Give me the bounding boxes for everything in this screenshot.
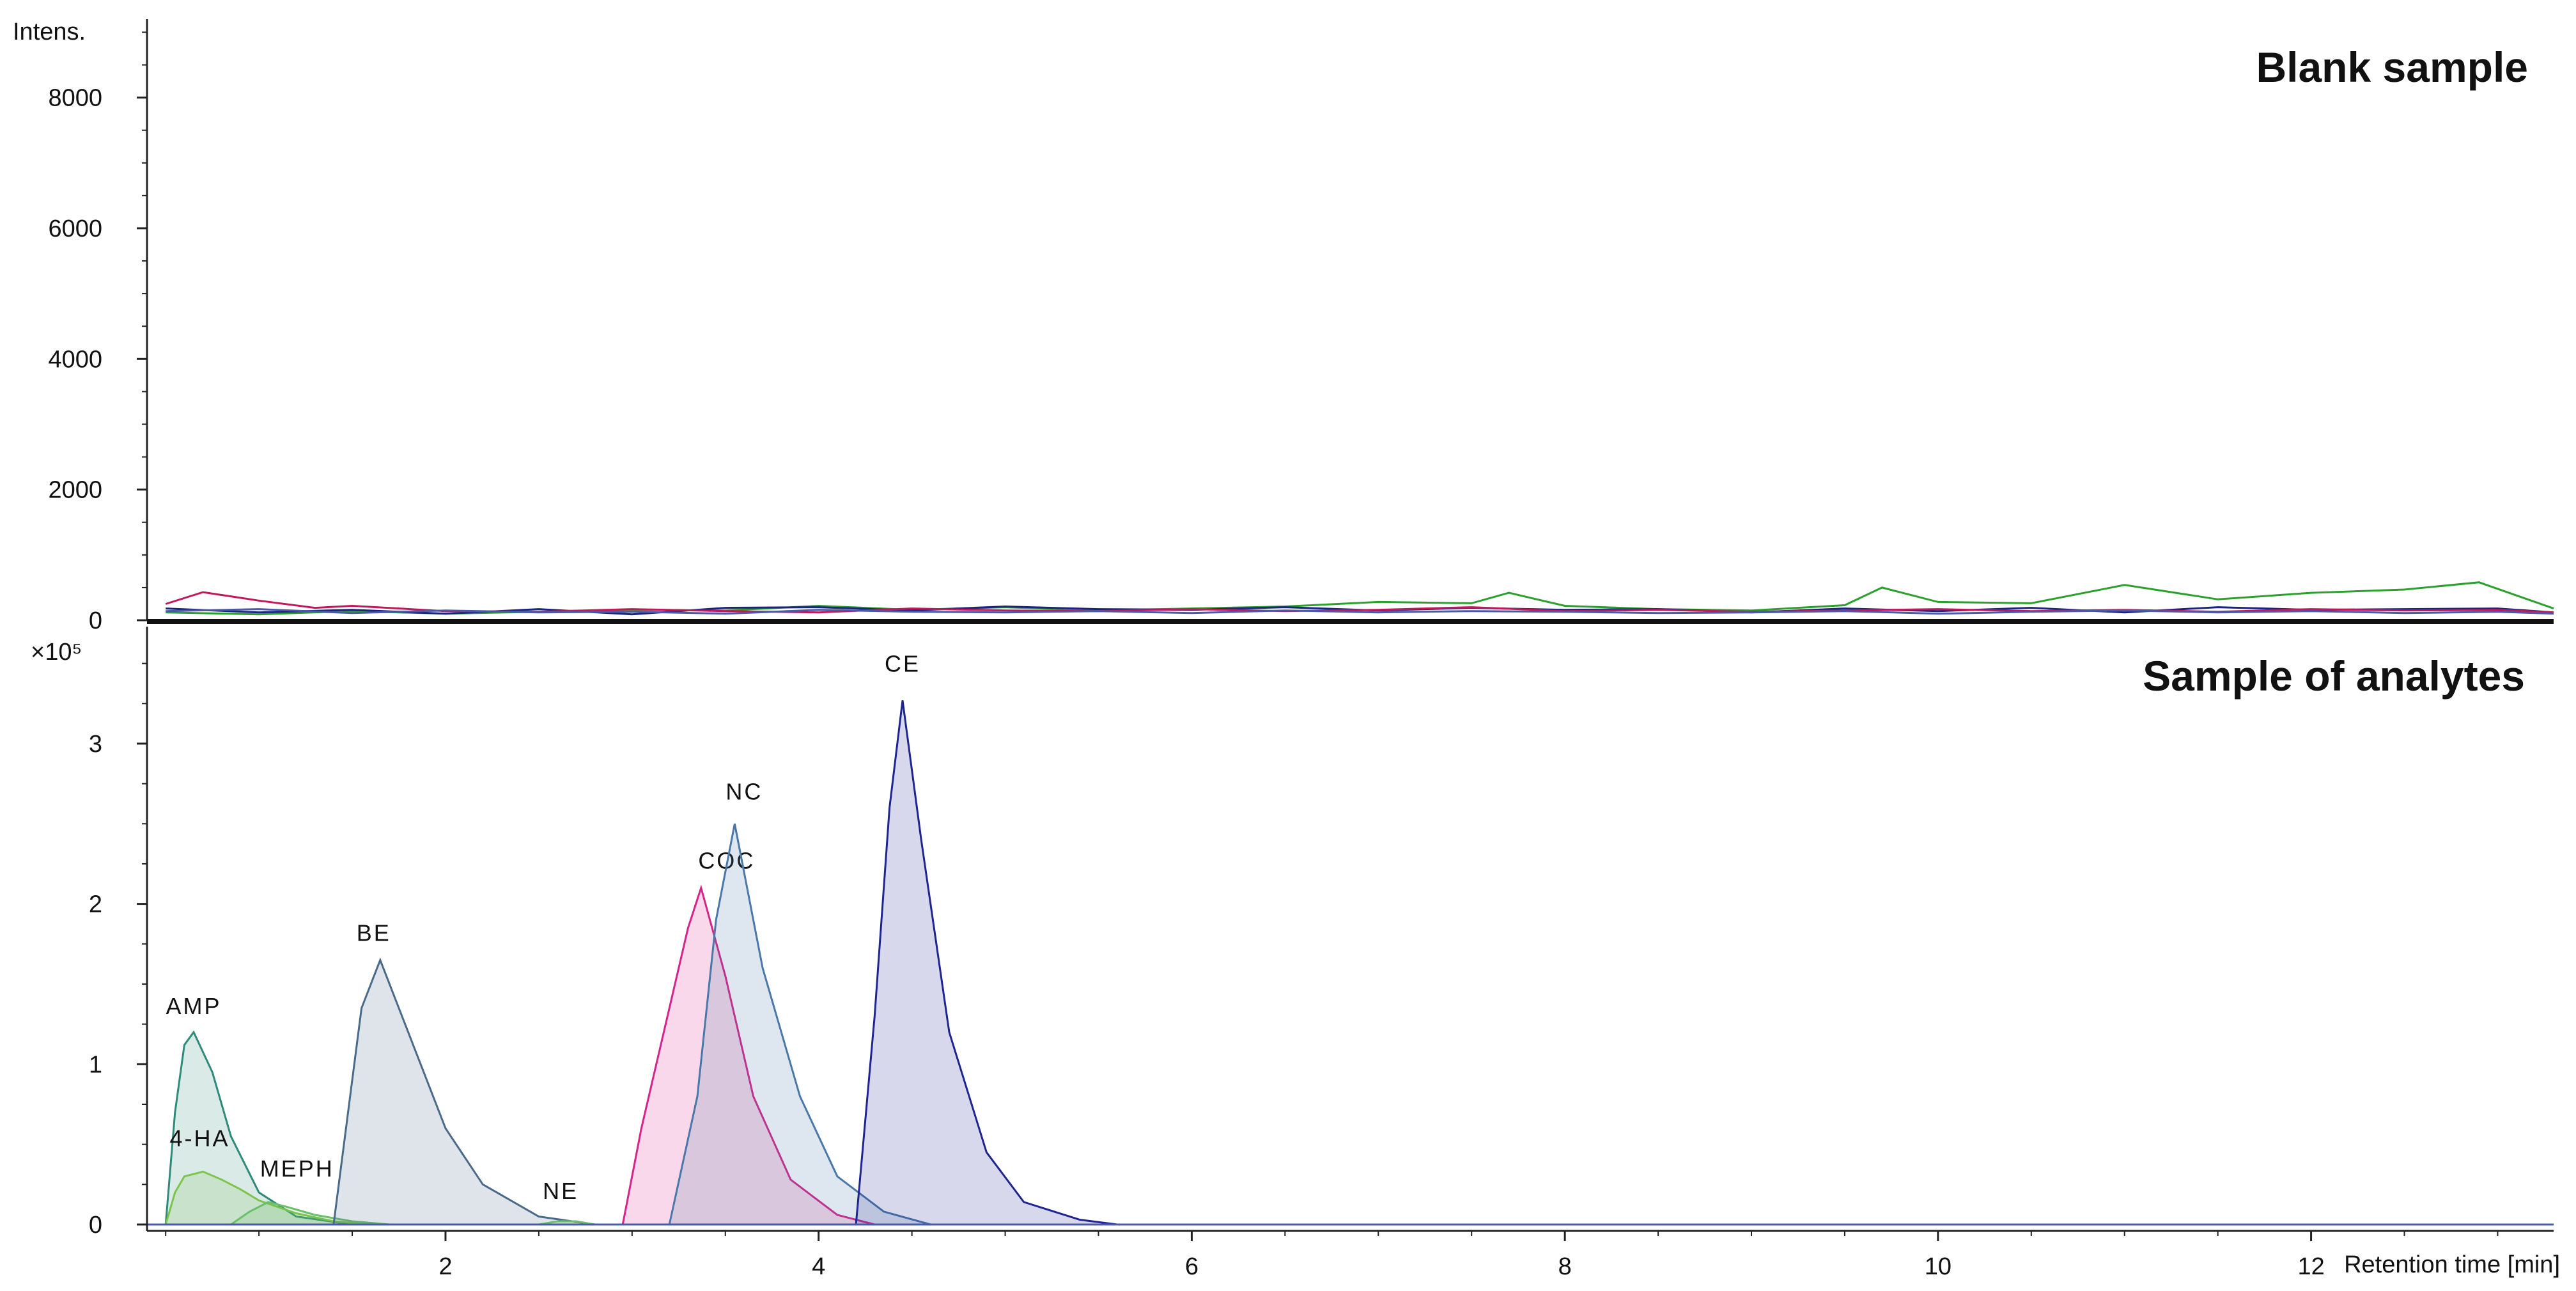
- peak-nc: [668, 824, 931, 1226]
- peak-label-be: BE: [357, 919, 391, 946]
- peak-label-ce: CE: [885, 650, 920, 677]
- peak-ce: [855, 700, 1117, 1226]
- x-tick-label: 10: [1925, 1253, 1951, 1280]
- x-tick-label: 12: [2297, 1253, 2324, 1280]
- x-tick-label: 4: [812, 1253, 825, 1280]
- bottom-y-axis-label: ×10⁵: [31, 639, 82, 666]
- bottom-y-tick-label: 1: [89, 1051, 102, 1078]
- top-y-tick-label: 4000: [48, 346, 102, 373]
- peak-label-meph: MEPH: [260, 1155, 334, 1182]
- top-y-tick-label: 6000: [48, 215, 102, 242]
- top-y-tick-label: 0: [89, 607, 102, 634]
- peak-label-amp: AMP: [166, 993, 221, 1019]
- top-panel-title: Blank sample: [2256, 43, 2528, 91]
- x-axis-label: Retention time [min]: [2344, 1251, 2560, 1278]
- blank-trace-line-4: [166, 608, 2554, 615]
- blank-sample-plot: [165, 581, 2554, 616]
- peak-4-ha: [164, 1170, 371, 1226]
- peak-label-4-ha: 4-HA: [170, 1125, 230, 1151]
- x-tick-label: 8: [1558, 1253, 1572, 1280]
- peak-coc: [621, 884, 875, 1226]
- top-y-tick-label: 8000: [48, 85, 102, 112]
- bottom-y-tick-label: 2: [89, 891, 102, 918]
- x-tick-label: 6: [1185, 1253, 1199, 1280]
- bottom-panel-title: Sample of analytes: [2143, 652, 2525, 700]
- bottom-y-tick-label: 0: [89, 1212, 102, 1239]
- peak-label-nc: NC: [725, 778, 763, 804]
- peak-label-ne: NE: [543, 1178, 578, 1204]
- top-y-axis-label: Intens.: [13, 19, 86, 45]
- x-tick-label: 2: [438, 1253, 452, 1280]
- bottom-y-tick-label: 3: [89, 731, 102, 758]
- top-y-tick-label: 2000: [48, 477, 102, 504]
